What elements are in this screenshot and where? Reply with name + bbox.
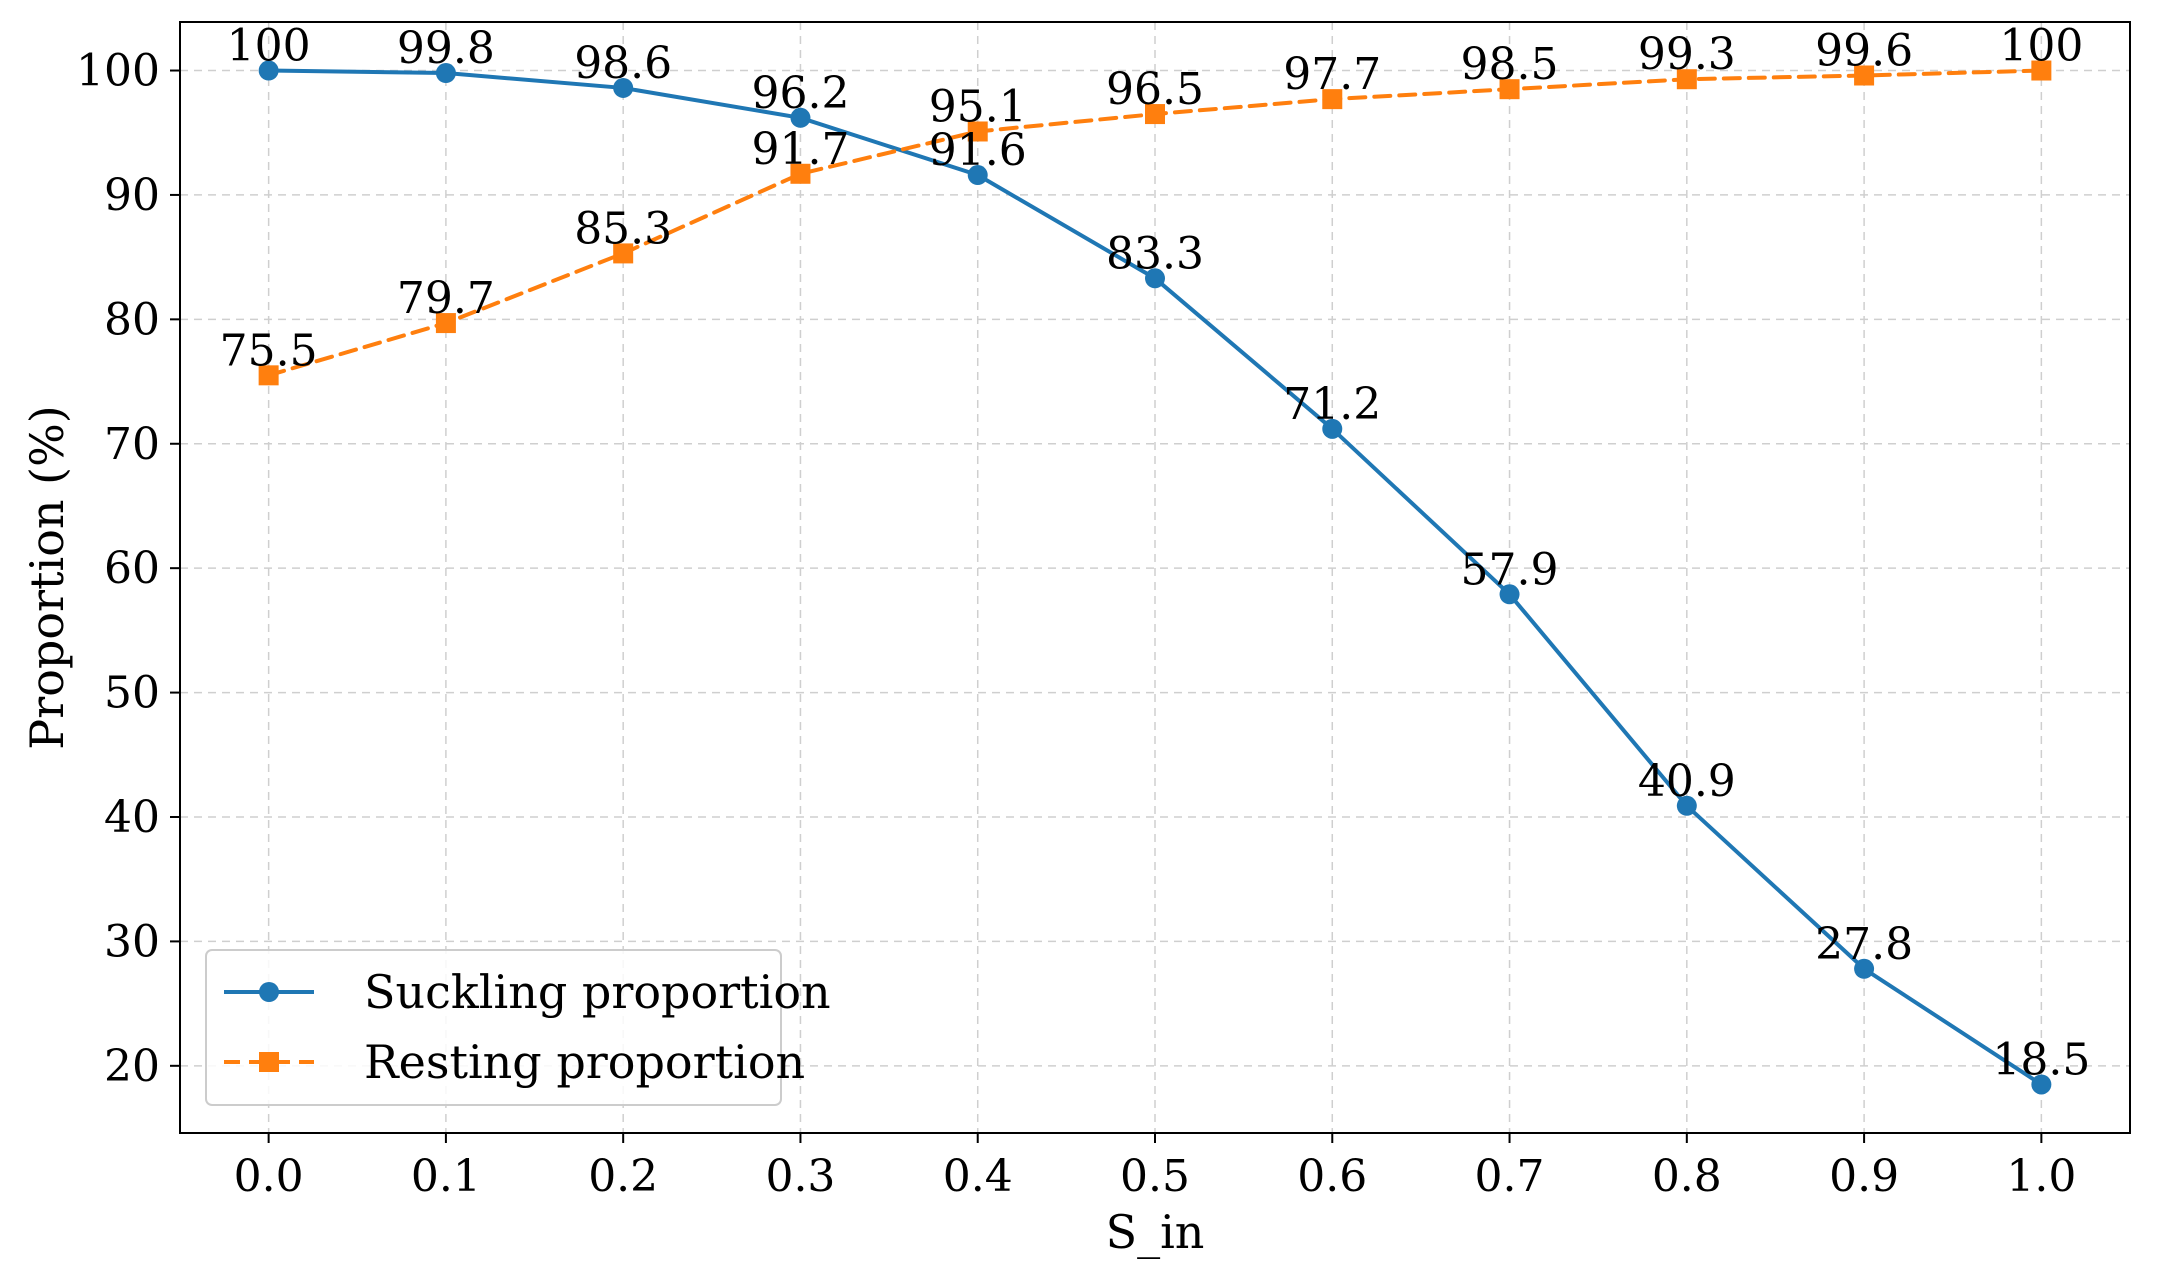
data-label-suckling: 99.8 (397, 23, 495, 74)
data-label-resting: 96.5 (1106, 64, 1204, 115)
series-group (258, 60, 2052, 1095)
legend-box (205, 949, 782, 1106)
data-point-suckling (258, 60, 279, 81)
legend: Suckling proportion Resting proportion (205, 949, 831, 1106)
data-label-suckling: 96.2 (751, 68, 849, 119)
x-axis-title: S_in (1106, 1205, 1205, 1259)
y-tick-label: 80 (104, 294, 160, 345)
data-point-resting (790, 163, 811, 184)
x-tick-label: 0.8 (1652, 1151, 1722, 1202)
grid (180, 22, 2130, 1133)
data-point-resting (613, 243, 634, 264)
data-point-suckling (967, 165, 988, 186)
data-label-suckling: 100 (227, 21, 311, 72)
axes: 0.0 0.1 0.2 0.3 0.4 0.5 0.6 0.7 0.8 0.9 1.0 20 30 40 5… (76, 21, 2131, 1202)
data-point-resting (258, 365, 279, 386)
data-point-resting (1499, 79, 1520, 100)
data-point-suckling (613, 77, 634, 98)
y-tick-label: 20 (104, 1041, 160, 1092)
y-tick-label: 90 (104, 170, 160, 221)
data-point-resting (2031, 60, 2052, 81)
y-tick-label: 70 (104, 419, 160, 470)
data-point-suckling (435, 63, 456, 84)
y-tick-label: 30 (104, 916, 160, 967)
data-point-resting (435, 313, 456, 334)
data-point-suckling (1676, 795, 1697, 816)
x-tick-label: 0.5 (1120, 1151, 1190, 1202)
legend-marker (259, 982, 279, 1002)
data-point-suckling (2031, 1074, 2052, 1095)
data-label-resting: 85.3 (574, 203, 672, 254)
data-label-resting: 99.3 (1638, 29, 1736, 80)
y-tick-label: 60 (104, 543, 160, 594)
data-label-suckling: 71.2 (1283, 379, 1381, 430)
data-point-resting (1676, 69, 1697, 90)
legend-label: Suckling proportion (364, 965, 831, 1019)
data-label-resting: 79.7 (397, 273, 495, 324)
data-label-suckling: 57.9 (1461, 544, 1559, 595)
data-label-suckling: 40.9 (1638, 756, 1736, 807)
data-point-resting (1854, 65, 1875, 86)
data-point-resting (1145, 104, 1165, 125)
data-point-suckling (1322, 418, 1343, 439)
data-label-suckling: 98.6 (574, 38, 672, 89)
y-tick-label: 50 (104, 668, 160, 719)
data-label-suckling: 83.3 (1106, 228, 1204, 279)
y-tick-label: 40 (104, 792, 160, 843)
x-tick-label: 0.0 (234, 1151, 304, 1202)
legend-marker (259, 1052, 279, 1072)
legend-label: Resting proportion (364, 1035, 805, 1089)
data-point-suckling (1854, 958, 1875, 979)
data-label-suckling: 27.8 (1815, 919, 1913, 970)
data-point-resting (967, 121, 988, 142)
data-point-resting (1322, 89, 1343, 110)
x-tick-label: 0.3 (765, 1151, 835, 1202)
data-label-resting: 98.5 (1461, 39, 1559, 90)
data-labels: 100 99.8 98.6 96.2 91.6 83.3 71.2 57.9 40.9 27.8 1… (220, 21, 2091, 1086)
data-label-resting: 91.7 (751, 124, 849, 175)
data-label-resting: 100 (1999, 21, 2083, 72)
data-point-suckling (790, 107, 811, 128)
data-label-suckling: 18.5 (1992, 1034, 2090, 1085)
y-axis-title: Proportion (%) (20, 405, 74, 750)
x-tick-label: 0.6 (1297, 1151, 1367, 1202)
x-tick-label: 0.1 (411, 1151, 481, 1202)
data-point-suckling (1499, 584, 1520, 605)
data-label-resting: 75.5 (220, 325, 318, 376)
x-tick-label: 1.0 (2006, 1151, 2076, 1202)
data-point-suckling (1145, 268, 1165, 289)
y-tick-label: 100 (76, 46, 160, 97)
x-tick-label: 0.2 (588, 1151, 658, 1202)
data-label-resting: 97.7 (1283, 49, 1381, 100)
x-tick-label: 0.7 (1475, 1151, 1545, 1202)
data-label-resting: 99.6 (1815, 25, 1913, 76)
data-label-suckling: 91.6 (929, 125, 1027, 176)
x-tick-label: 0.4 (943, 1151, 1013, 1202)
data-label-resting: 95.1 (929, 81, 1027, 132)
x-tick-label: 0.9 (1829, 1151, 1899, 1202)
